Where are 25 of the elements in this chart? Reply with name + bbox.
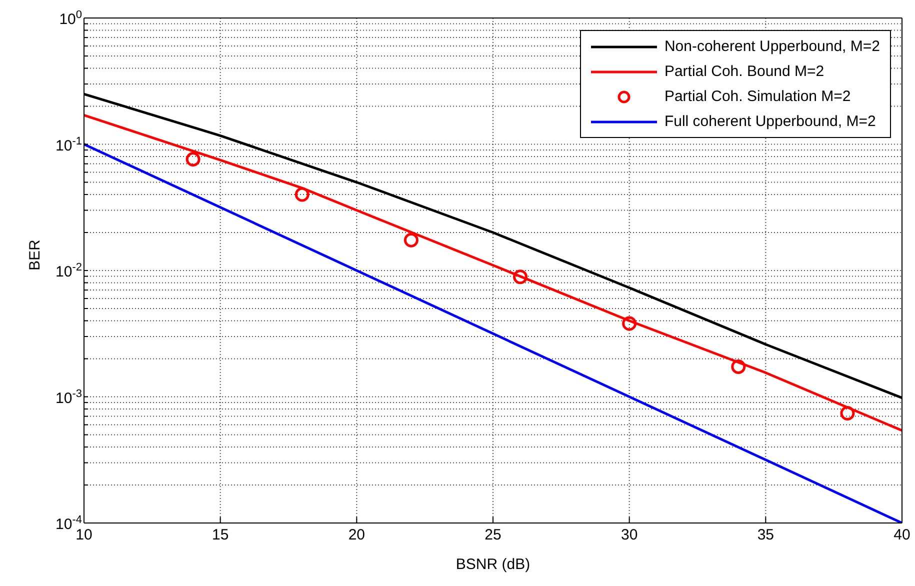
x-tick-label: 10 xyxy=(76,526,92,544)
point xyxy=(404,232,418,248)
y-tick-label: 10$^{0}$ xyxy=(59,9,82,28)
y-axis-title: BER xyxy=(26,239,44,270)
y-tick-label: 10$^{-1}$ xyxy=(56,135,82,154)
legend-label: Full coherent Upperbound, M=2 xyxy=(664,113,876,130)
x-tick-label: 30 xyxy=(620,526,638,544)
point xyxy=(622,316,637,331)
x-tick-label: 20 xyxy=(348,526,366,544)
point xyxy=(294,187,310,202)
point xyxy=(186,152,200,167)
line-series xyxy=(84,114,902,432)
point xyxy=(840,406,855,421)
legend-label: Partial Coh. Simulation M=2 xyxy=(664,88,851,105)
x-tick-label: 40 xyxy=(894,526,910,544)
x-axis-title: BSNR (dB) xyxy=(456,556,530,573)
y-tick-label: 10$^{-3}$ xyxy=(56,388,82,407)
point xyxy=(513,270,528,284)
legend-label: Partial Coh. Bound M=2 xyxy=(664,63,824,80)
point xyxy=(731,359,746,374)
y-tick-label: 10$^{-2}$ xyxy=(56,262,82,280)
x-tick-label: 15 xyxy=(212,526,229,544)
legend-label: Non-coherent Upperbound, M=2 xyxy=(664,38,880,55)
x-tick-label: 35 xyxy=(757,526,774,544)
x-tick-label: 25 xyxy=(484,526,502,544)
